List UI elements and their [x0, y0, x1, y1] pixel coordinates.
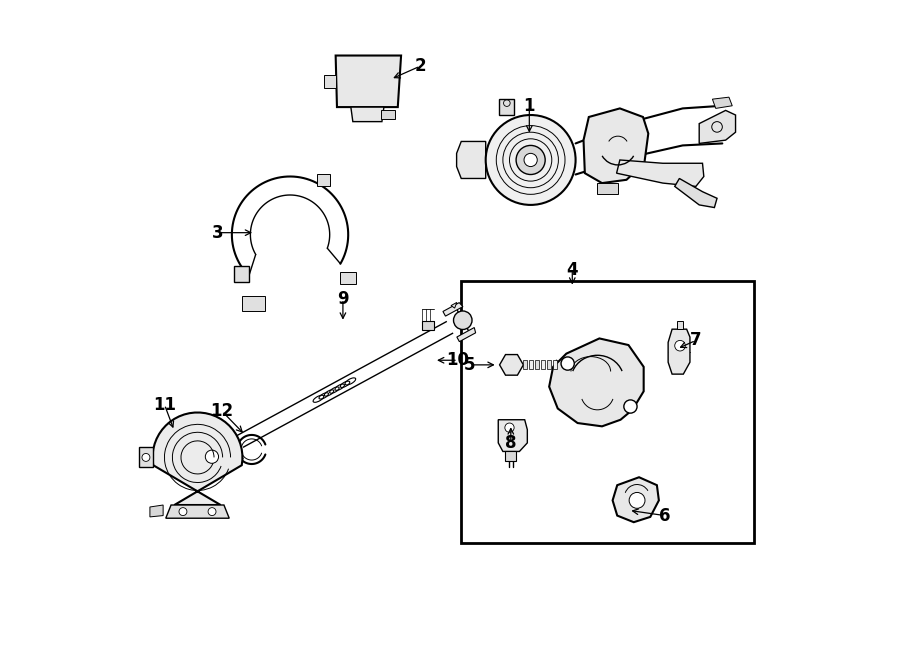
Polygon shape: [451, 303, 457, 308]
Circle shape: [524, 153, 537, 167]
Text: 5: 5: [464, 356, 475, 374]
Polygon shape: [153, 412, 242, 505]
Polygon shape: [499, 420, 527, 451]
Text: 12: 12: [211, 402, 233, 420]
Polygon shape: [499, 99, 514, 115]
Polygon shape: [234, 266, 249, 282]
Polygon shape: [549, 338, 644, 426]
Circle shape: [205, 450, 219, 463]
Polygon shape: [336, 56, 401, 107]
Polygon shape: [457, 328, 475, 342]
Polygon shape: [317, 175, 330, 186]
Polygon shape: [422, 321, 434, 330]
Polygon shape: [668, 329, 690, 374]
Text: 3: 3: [212, 223, 223, 242]
Polygon shape: [443, 303, 463, 316]
Text: 4: 4: [566, 260, 578, 279]
Polygon shape: [554, 360, 557, 369]
Polygon shape: [583, 108, 648, 183]
Polygon shape: [456, 141, 486, 178]
Polygon shape: [529, 360, 534, 369]
Polygon shape: [150, 505, 163, 517]
Circle shape: [624, 400, 637, 413]
Polygon shape: [597, 183, 618, 194]
Polygon shape: [541, 360, 545, 369]
Text: 6: 6: [659, 506, 670, 525]
Polygon shape: [616, 160, 704, 186]
Polygon shape: [381, 110, 395, 119]
Polygon shape: [713, 97, 733, 108]
Circle shape: [516, 145, 545, 175]
Bar: [461, 281, 754, 543]
Text: 8: 8: [505, 434, 517, 452]
Text: 10: 10: [446, 351, 470, 369]
Polygon shape: [536, 360, 539, 369]
Text: 1: 1: [524, 97, 536, 115]
Polygon shape: [166, 505, 230, 518]
Polygon shape: [677, 321, 683, 329]
Polygon shape: [524, 360, 527, 369]
Text: 7: 7: [690, 331, 702, 350]
Polygon shape: [505, 451, 516, 461]
Polygon shape: [140, 447, 152, 467]
Circle shape: [208, 508, 216, 516]
Polygon shape: [547, 360, 551, 369]
Text: 11: 11: [153, 395, 176, 414]
Circle shape: [179, 508, 187, 516]
Polygon shape: [675, 178, 717, 208]
Circle shape: [486, 115, 576, 205]
Circle shape: [505, 423, 514, 432]
Polygon shape: [351, 107, 384, 122]
Text: 9: 9: [338, 290, 348, 308]
Circle shape: [561, 357, 574, 370]
Polygon shape: [200, 430, 243, 469]
Circle shape: [454, 311, 472, 329]
Polygon shape: [340, 272, 356, 284]
Polygon shape: [613, 477, 659, 522]
Polygon shape: [324, 75, 336, 88]
Circle shape: [629, 492, 645, 508]
Circle shape: [142, 453, 150, 461]
Polygon shape: [242, 296, 265, 311]
Circle shape: [249, 300, 257, 308]
Polygon shape: [699, 110, 735, 143]
Text: 2: 2: [414, 57, 426, 75]
Circle shape: [675, 340, 685, 351]
